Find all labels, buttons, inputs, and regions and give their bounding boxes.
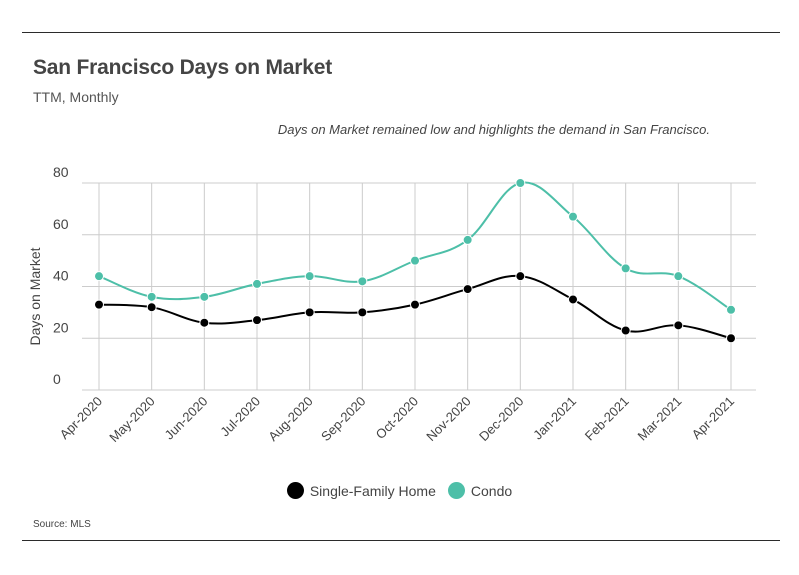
legend-swatch-single-family [286,482,304,499]
data-point-condo [94,271,104,282]
data-point-condo [252,278,262,289]
data-point-condo [304,271,315,282]
legend-swatch-condo [447,482,465,499]
data-point-single-family [410,299,420,310]
data-point-single-family [673,320,684,331]
data-point-single-family [620,325,631,336]
x-tick-label: Aug-2020 [265,394,315,444]
data-point-condo [357,276,368,287]
x-tick-label: Apr-2020 [57,394,105,442]
x-tick-label: Jan-2021 [530,394,579,443]
x-tick-label: Dec-2020 [476,394,526,444]
chart-annotation: Days on Market remained low and highligh… [277,122,710,137]
legend-item-single-family: Single-Family Home [286,482,436,499]
data-point-single-family [252,315,262,326]
y-tick-label: 20 [53,319,69,335]
y-tick-label: 80 [53,164,69,180]
y-tick-label: 40 [53,268,69,284]
data-point-condo [568,211,578,222]
data-point-single-family [146,302,157,313]
data-point-condo [199,291,210,302]
data-point-single-family [199,317,210,328]
x-tick-label: Feb-2021 [582,394,632,444]
data-point-condo [146,291,157,302]
data-point-condo [620,263,631,274]
data-point-single-family [726,333,736,344]
data-point-condo [673,271,684,282]
chart-title: San Francisco Days on Market [33,56,333,79]
y-tick-label: 60 [53,216,69,232]
data-point-single-family [94,299,104,310]
data-point-single-family [462,284,473,295]
chart-legend: Single-Family Home Condo [0,482,799,499]
legend-label-single-family: Single-Family Home [309,482,436,499]
bottom-rule [22,540,780,541]
data-point-single-family [304,307,315,318]
data-point-condo [410,255,420,266]
x-tick-label: Mar-2021 [635,394,685,444]
legend-item-condo: Condo [447,482,513,499]
x-tick-label: Jul-2020 [217,394,263,440]
data-point-condo [515,178,526,188]
y-tick-label: 0 [53,371,61,387]
x-tick-label: Sep-2020 [318,394,368,444]
x-tick-label: Jun-2020 [162,394,211,443]
data-point-single-family [357,307,368,318]
legend-label-condo: Condo [470,482,513,499]
data-point-condo [462,234,473,245]
x-tick-label: Oct-2020 [373,394,421,442]
data-point-single-family [515,271,526,282]
x-tick-label: May-2020 [106,394,157,445]
x-tick-label: Apr-2021 [689,394,737,442]
top-rule [22,32,780,33]
chart-subtitle: TTM, Monthly [33,89,119,105]
data-point-single-family [568,294,578,305]
y-axis-label: Days on Market [27,247,43,345]
x-tick-label: Nov-2020 [423,394,473,444]
data-point-condo [726,304,736,315]
source-note: Source: MLS [33,519,91,530]
